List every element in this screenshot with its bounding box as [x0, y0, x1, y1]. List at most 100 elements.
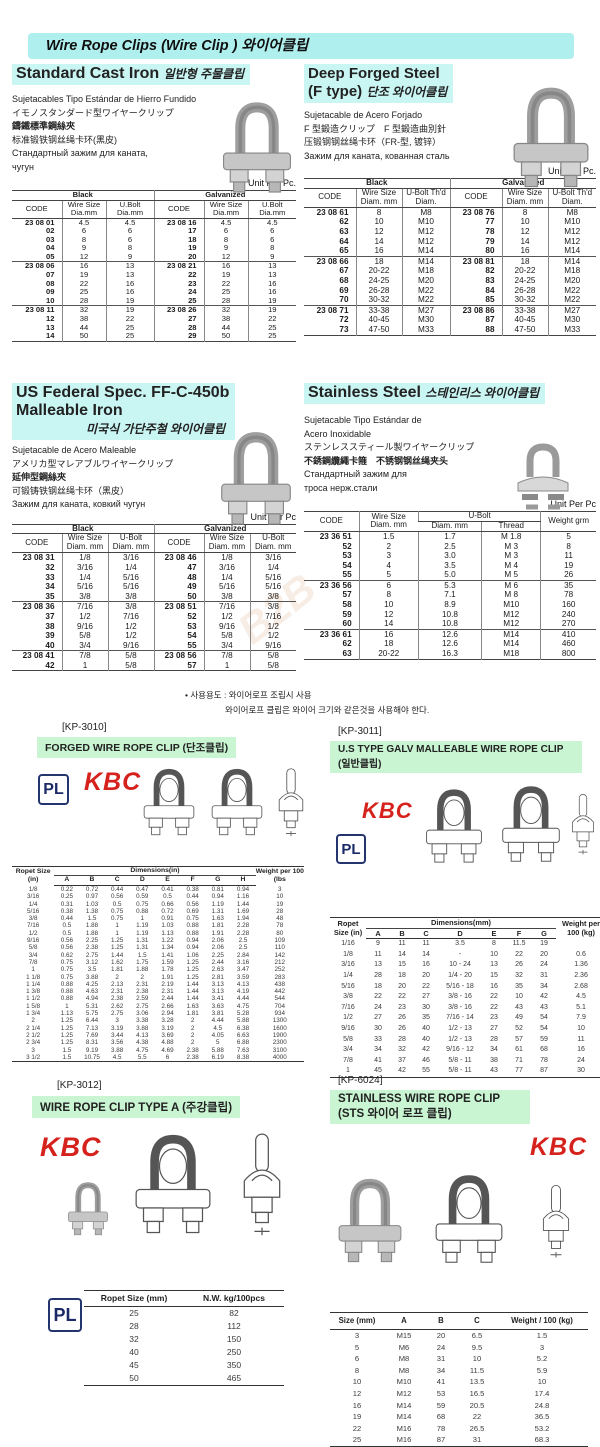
col-C: C [458, 1312, 496, 1330]
table-cell: 5.88 [211, 1046, 224, 1054]
table-cell: 24 [577, 1056, 585, 1064]
table-cell: 5.28 [236, 1010, 250, 1018]
table-cell: 16.5 [469, 1388, 485, 1398]
table-cell: 3 [31, 1046, 35, 1054]
desc-es: Sujetacables Tipo Estándar de Hierro Fun… [12, 94, 197, 104]
product-photo-malleable-clip [216, 423, 296, 535]
table-cell: 18 [374, 982, 382, 990]
table-cell: 1.34 [161, 944, 174, 952]
kp-title: STAINLESS WIRE ROPE CLIP (STS 와이어 로프 클립) [330, 1090, 530, 1124]
table-cell: 77 [449, 217, 502, 228]
table-cell: M10 [547, 217, 597, 228]
table-cell: M12 [401, 236, 450, 247]
table-cell: 10 [358, 600, 419, 610]
table-row: 39 5/8 1/2 54 5/8 1/2 [12, 631, 297, 641]
table-cell: 78 [276, 922, 284, 930]
table-cell: 20 [422, 972, 430, 980]
table-cell: 24 [540, 961, 548, 969]
table-cell: 2.38 [136, 988, 149, 996]
table-row: 5/16 0.38 1.38 0.75 0.88 0.72 0.69 1.31 1.69 28 [12, 908, 304, 915]
table-cell: 1.25 [60, 1039, 73, 1047]
col-weight: Weight grm [540, 511, 596, 532]
table-cell: 6.38 [236, 1024, 250, 1032]
table-cell: 40 [422, 1035, 430, 1043]
table-cell: 18 [358, 639, 419, 650]
col-A: A [384, 1312, 424, 1330]
table-cell: 25 [105, 331, 155, 342]
table-cell: 0.75 [60, 973, 73, 981]
kp3012-table: Ropet Size (mm) N.W. kg/100pcs 25 82 28 112… [84, 1290, 284, 1386]
table-cell: 23 08 71 [316, 305, 349, 315]
table-row: 12 M12 53 16.5 17.4 [330, 1388, 588, 1400]
table-cell: 1/2 - 13 [448, 1025, 472, 1032]
table-cell: 0.47 [136, 885, 149, 893]
table-row: 1 1/2 0.88 4.94 2.38 2.59 2.44 1.44 3.41 4.44 544 [12, 995, 304, 1002]
table-cell: 63 [339, 227, 349, 237]
col-E: E [154, 875, 181, 886]
table-cell: M 8 [481, 590, 541, 601]
table-cell: 40 [422, 1025, 430, 1032]
table-cell: 7.1 [417, 590, 482, 601]
table-cell: 5/8 [343, 1035, 353, 1043]
table-cell: M22 [401, 295, 450, 306]
col-ubolt: U-Bolt Diam. mm [107, 533, 154, 554]
kbc-logo: KBC [84, 768, 142, 796]
col-rope-size: Ropet Size (mm) [84, 1290, 184, 1307]
table-cell: 14 [46, 331, 55, 341]
table-cell: 22 [352, 1423, 362, 1433]
table-row-group: 23 08 01 4.5 4.5 23 08 16 4.5 4.5 02 6 6 17 6 6 03 8 6… [12, 218, 297, 262]
table-cell: 2.31 [136, 980, 149, 988]
table-cell: 0.97 [85, 893, 99, 901]
table-cell: 3/8 [107, 601, 154, 612]
table-cell: 3/4 [343, 1046, 353, 1054]
table-cell: 1/4 [61, 572, 108, 583]
table-cell: 14 [355, 236, 402, 247]
col-wire-size: Wire Size Diam. mm [355, 188, 402, 208]
table-cell: 2 1/4 [26, 1024, 41, 1032]
table-cell: 50 [61, 331, 106, 342]
table-cell: 35 [540, 580, 596, 591]
table-cell: M12 [547, 227, 597, 237]
table-cell: 87 [436, 1435, 446, 1445]
table-cell: 4.69 [161, 1046, 174, 1054]
table-cell: 1/4 [203, 572, 250, 583]
table-cell: M33 [547, 324, 597, 336]
table-cell: 13 [374, 961, 382, 969]
table-cell: 12 [355, 227, 402, 237]
col-size: Size (mm) [330, 1312, 384, 1330]
table-cell: 442 [274, 988, 286, 996]
table-cell: 3.19 [111, 1024, 124, 1032]
table-cell: 109 [274, 937, 286, 945]
table-cell: 08 [46, 278, 55, 288]
table-cell: M12 [547, 236, 597, 247]
table-row: 3 1.5 9.19 3.88 4.75 4.69 2.38 5.88 7.63 3100 [12, 1047, 304, 1054]
table-cell: 23 08 56 [153, 650, 204, 661]
table-cell: 16 [61, 262, 106, 272]
table-cell: 71 [515, 1056, 523, 1064]
table-cell: 0.94 [186, 944, 199, 952]
table-cell: 25 [129, 1308, 139, 1318]
table-cell: 1.25 [60, 1031, 73, 1039]
table-cell: 59 [540, 1035, 548, 1043]
section-title-en: Standard Cast Iron [16, 65, 160, 82]
table-cell: 33 [374, 1035, 382, 1043]
table-cell: 2.5 [238, 944, 248, 952]
table-cell: 2.63 [211, 966, 224, 974]
table-row: 5/8 0.56 2.38 1.25 1.31 1.34 0.94 2.06 2.5 110 [12, 944, 304, 951]
table-cell: 4.94 [85, 995, 99, 1003]
kp-title-line1: U.S TYPE GALV MALLEABLE WIRE ROPE CLIP [338, 744, 564, 755]
table-cell: 9 [203, 244, 249, 253]
table-cell: 10 [501, 217, 548, 228]
table-cell: 2.5 [238, 937, 248, 945]
col-code: CODE [304, 511, 360, 532]
table-cell: 7.63 [236, 1046, 250, 1054]
table-row: 34 5/16 5/16 49 5/16 5/16 [12, 582, 297, 592]
table-cell: 11 [577, 1035, 585, 1043]
table-cell: 17.4 [534, 1388, 550, 1398]
table-cell: 53 [153, 621, 204, 632]
table-cell: M30 [401, 315, 450, 325]
table-cell: 6 [247, 235, 297, 245]
table-row: 23 08 36 7/16 3/8 23 08 51 7/16 3/8 [12, 601, 297, 612]
table-cell: 7/16 [61, 601, 108, 612]
table-cell: M8 [398, 1365, 410, 1375]
